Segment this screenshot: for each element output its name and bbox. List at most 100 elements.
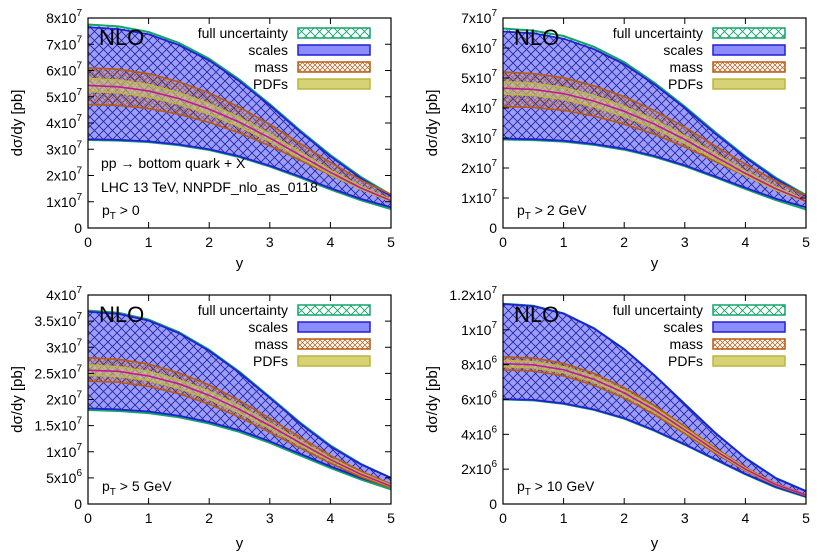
y-tick-mantissa: 2.5x10 xyxy=(34,365,76,381)
y-tick-label: 1.2x107 xyxy=(449,285,497,303)
y-tick-label: 0 xyxy=(489,220,497,236)
line-central xyxy=(88,369,391,487)
y-tick-label: 1x107 xyxy=(46,192,82,210)
x-tick-label: 4 xyxy=(742,234,750,250)
x-tick-label: 2 xyxy=(620,510,628,526)
y-tick-label: 0 xyxy=(74,496,82,512)
line-scales-lower xyxy=(88,138,391,209)
line-pdfs-upper xyxy=(88,364,391,486)
y-tick-exponent: 7 xyxy=(76,337,82,348)
legend-pdfs-label: PDFs xyxy=(253,353,288,369)
line-pdfs-upper xyxy=(503,80,806,201)
y-tick-mantissa: 6x10 xyxy=(461,392,492,408)
y-tick-exponent: 6 xyxy=(76,468,82,479)
x-tick-label: 1 xyxy=(145,510,153,526)
y-tick-mantissa: 2x10 xyxy=(46,168,77,184)
y-tick-mantissa: 3x10 xyxy=(46,339,77,355)
pt-cut-label: pT > 5 GeV xyxy=(102,478,172,498)
legend-mass-swatch xyxy=(297,61,371,73)
y-tick-mantissa: 5x10 xyxy=(46,470,77,486)
process-annotation: pp → bottom quark + X xyxy=(101,155,246,171)
legend-mass-label: mass xyxy=(255,336,288,352)
pt-cut-label: pT > 10 GeV xyxy=(517,478,595,498)
y-tick-label: 3.5x107 xyxy=(34,311,82,329)
y-tick-mantissa: 7x10 xyxy=(46,36,77,52)
x-tick-label: 1 xyxy=(560,234,568,250)
y-tick-label: 3x107 xyxy=(46,337,82,355)
legend-mass-label: mass xyxy=(255,59,288,75)
y-tick-mantissa: 1x10 xyxy=(46,194,77,210)
y-tick-exponent: 7 xyxy=(76,166,82,177)
y-tick-exponent: 6 xyxy=(491,390,497,401)
y-tick-mantissa: 1.5x10 xyxy=(34,418,76,434)
y-tick-exponent: 7 xyxy=(76,311,82,322)
y-tick-exponent: 7 xyxy=(491,285,497,296)
pt-cut-subscript: T xyxy=(110,211,116,222)
legend-pdfs-swatch xyxy=(297,78,371,90)
legend-mass-label: mass xyxy=(670,59,703,75)
y-tick-mantissa: 1x10 xyxy=(461,322,492,338)
y-tick-exponent: 7 xyxy=(76,390,82,401)
y-tick-label: 7x107 xyxy=(46,34,82,52)
y-tick-mantissa: 2x10 xyxy=(46,392,77,408)
order-label: NLO xyxy=(514,25,559,50)
y-axis-label: dσ/dy [pb] xyxy=(9,90,26,157)
y-tick-mantissa: 0 xyxy=(74,496,82,512)
x-tick-label: 3 xyxy=(681,510,689,526)
y-tick-mantissa: 4x10 xyxy=(46,115,77,131)
y-tick-mantissa: 7x10 xyxy=(461,10,492,26)
y-tick-mantissa: 3x10 xyxy=(46,141,77,157)
band-pdfs xyxy=(88,78,391,202)
x-tick-label: 0 xyxy=(499,234,507,250)
y-tick-mantissa: 3x10 xyxy=(461,130,492,146)
legend-pdfs-label: PDFs xyxy=(253,76,288,92)
line-mass-upper xyxy=(88,356,391,485)
line-full-upper xyxy=(503,27,806,196)
pt-cut-subscript: T xyxy=(525,487,531,498)
x-tick-label: 1 xyxy=(145,234,153,250)
y-tick-label: 5x107 xyxy=(461,68,497,86)
legend-mass-label: mass xyxy=(670,336,703,352)
pt-cut-value: > 10 GeV xyxy=(531,478,595,494)
y-tick-label: 6x107 xyxy=(461,38,497,56)
legend-mass-swatch xyxy=(712,338,786,350)
plot-area xyxy=(503,302,806,498)
x-tick-label: 1 xyxy=(560,510,568,526)
line-full-lower xyxy=(88,408,391,491)
y-tick-label: 2x106 xyxy=(461,459,497,477)
line-pdfs-lower xyxy=(88,374,391,488)
y-tick-label: 2x107 xyxy=(46,166,82,184)
line-mass-upper xyxy=(88,67,391,196)
pt-cut-subscript: T xyxy=(110,487,116,498)
y-tick-exponent: 7 xyxy=(491,38,497,49)
x-tick-label: 2 xyxy=(205,234,213,250)
pt-cut-base: p xyxy=(517,478,525,494)
line-central xyxy=(88,84,391,202)
legend-scales-swatch xyxy=(712,44,786,56)
y-tick-exponent: 6 xyxy=(491,459,497,470)
pt-cut-label: pT > 2 GeV xyxy=(517,202,587,222)
pt-cut-base: p xyxy=(102,478,110,494)
line-central xyxy=(503,87,806,203)
x-tick-label: 0 xyxy=(84,510,92,526)
x-tick-label: 2 xyxy=(205,510,213,526)
legend-scales-swatch xyxy=(297,321,371,333)
x-axis-label: y xyxy=(236,255,244,272)
y-tick-mantissa: 0 xyxy=(74,220,82,236)
legend-pdfs-label: PDFs xyxy=(668,353,703,369)
y-tick-mantissa: 6x10 xyxy=(461,40,492,56)
y-tick-label: 2x107 xyxy=(46,390,82,408)
y-tick-label: 3x107 xyxy=(46,139,82,157)
y-tick-label: 5x107 xyxy=(46,87,82,105)
pt-cut-subscript: T xyxy=(525,211,531,222)
y-tick-label: 6x107 xyxy=(46,61,82,79)
y-tick-exponent: 7 xyxy=(491,158,497,169)
y-tick-exponent: 7 xyxy=(76,285,82,296)
y-tick-exponent: 7 xyxy=(76,363,82,374)
y-tick-exponent: 7 xyxy=(491,8,497,19)
legend-scales-label: scales xyxy=(248,42,288,58)
y-tick-exponent: 7 xyxy=(491,68,497,79)
y-tick-label: 1x107 xyxy=(46,442,82,460)
